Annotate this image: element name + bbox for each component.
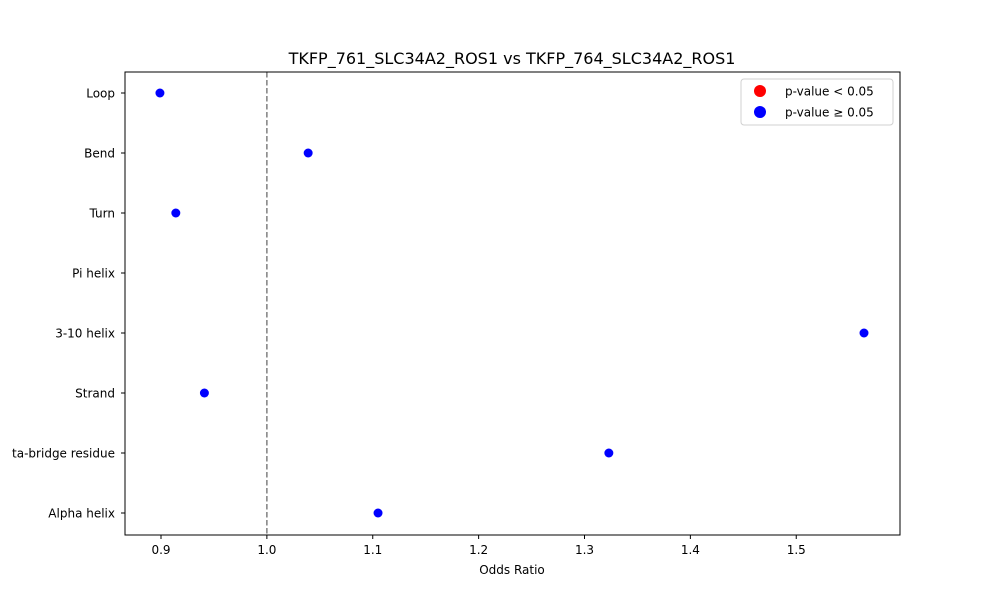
- legend-label: p-value < 0.05: [785, 85, 874, 99]
- legend-label: p-value ≥ 0.05: [785, 106, 874, 120]
- x-tick-label: 1.2: [469, 543, 488, 557]
- y-tick-label: Turn: [89, 207, 115, 221]
- y-tick-label: 3-10 helix: [55, 327, 115, 341]
- y-tick-label: Strand: [75, 387, 115, 401]
- x-tick-label: 1.5: [787, 543, 806, 557]
- x-tick-label: 1.3: [575, 543, 594, 557]
- x-tick-label: 1.1: [363, 543, 382, 557]
- y-tick-label: Bend: [84, 147, 115, 161]
- data-point: [171, 208, 181, 218]
- y-tick-label: ta-bridge residue: [12, 447, 115, 461]
- data-point: [604, 448, 614, 458]
- legend-marker-icon: [754, 85, 766, 97]
- data-point: [155, 88, 165, 98]
- y-tick-label: Alpha helix: [48, 507, 115, 521]
- x-axis-label: Odds Ratio: [479, 563, 545, 577]
- x-tick-label: 1.0: [257, 543, 276, 557]
- data-point: [303, 148, 313, 158]
- y-tick-label: Loop: [86, 87, 115, 101]
- data-point: [373, 508, 383, 518]
- data-point: [199, 388, 209, 398]
- x-tick-label: 1.4: [681, 543, 700, 557]
- legend-marker-icon: [754, 106, 766, 118]
- chart-title: TKFP_761_SLC34A2_ROS1 vs TKFP_764_SLC34A…: [288, 49, 736, 69]
- plot-area: 0.9 1.0 1.1 1.2 1.3 1.4 1.5 Loop Bend Turn Pi heli…: [12, 71, 901, 557]
- legend: [740, 78, 894, 126]
- y-tick-label: Pi helix: [72, 267, 115, 281]
- data-point: [859, 328, 869, 338]
- x-tick-label: 0.9: [151, 543, 170, 557]
- axes-frame: [124, 71, 901, 536]
